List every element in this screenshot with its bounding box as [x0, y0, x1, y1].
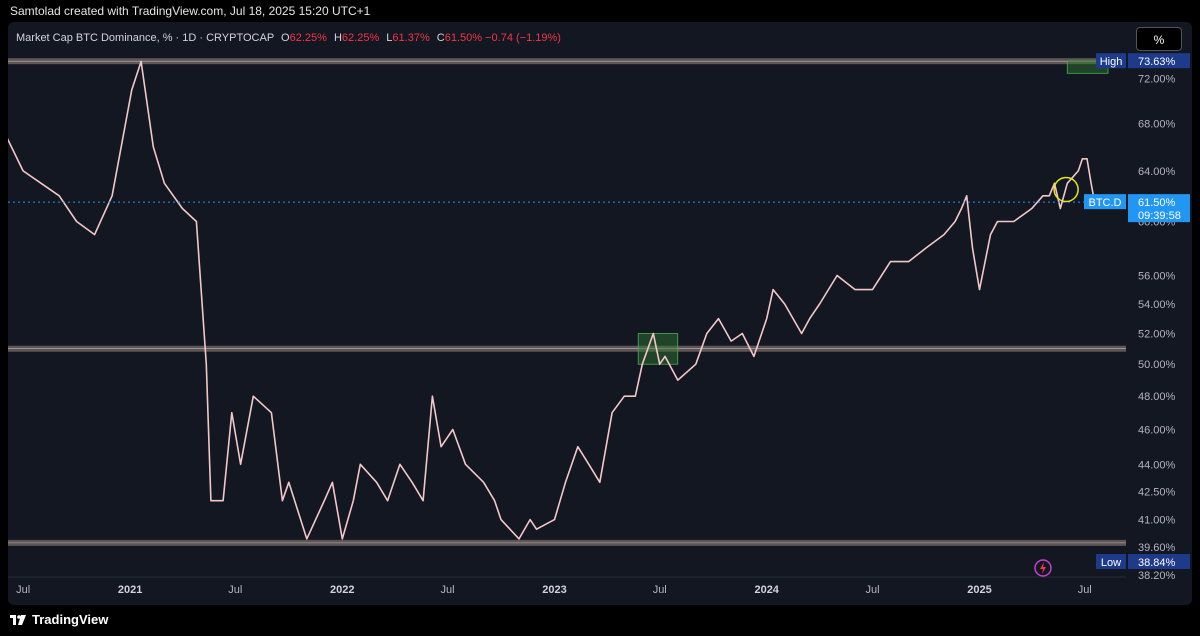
symbol-legend: Market Cap BTC Dominance, % · 1D · CRYPT… — [16, 32, 561, 44]
y-tick-label-2: 64.00% — [1138, 166, 1176, 178]
y-tick-label-12: 41.00% — [1138, 515, 1176, 527]
x-tick-label-7: 2024 — [754, 584, 779, 596]
lightning-icon — [1034, 559, 1052, 577]
y-tick-label-9: 46.00% — [1138, 425, 1176, 437]
last-price-value: 61.50% — [1138, 197, 1176, 209]
symbol-tag: BTC.D — [1089, 197, 1122, 209]
y-tick-label-1: 68.00% — [1138, 118, 1176, 130]
highlight-circle — [1053, 176, 1079, 203]
high-label: H — [333, 32, 342, 44]
y-tick-label-5: 54.00% — [1138, 299, 1176, 311]
countdown-timer: 09:39:58 — [1138, 210, 1181, 222]
credit-bar: Samtolad created with TradingView.com, J… — [0, 0, 1200, 22]
high-value: 73.63% — [1138, 56, 1176, 68]
low-tag: Low — [1101, 557, 1121, 569]
high-value-bg — [1128, 53, 1190, 69]
x-tick-label-3: 2022 — [330, 584, 354, 596]
price-axis-panel — [1126, 22, 1192, 605]
footer-bar: TradingView — [0, 605, 1200, 635]
y-tick-label-0: 72.00% — [1138, 74, 1176, 86]
y-tick-label-13: 39.60% — [1138, 542, 1176, 554]
y-tick-label-14: 38.20% — [1138, 570, 1176, 582]
x-tick-label-9: 2025 — [967, 584, 991, 596]
symbol-tag-bg — [1084, 194, 1126, 210]
y-tick-label-7: 50.00% — [1138, 359, 1176, 371]
change-value: −0.74 (−1.19%) — [485, 32, 561, 44]
lightning-bolt-icon — [1040, 562, 1046, 574]
brand-name: TradingView — [32, 612, 109, 627]
close-value: 61.50% — [444, 32, 483, 44]
y-tick-label-4: 56.00% — [1138, 270, 1176, 282]
percent-scale-button[interactable]: % — [1136, 27, 1182, 51]
chart-canvas[interactable]: 72.00%68.00%64.00%60.00%56.00%54.00%52.0… — [8, 22, 1192, 605]
x-tick-label-6: Jul — [653, 584, 667, 596]
x-tick-label-5: 2023 — [542, 584, 566, 596]
high-value: 62.25% — [341, 32, 380, 44]
open-value: 62.25% — [289, 32, 327, 44]
x-tick-label-4: Jul — [440, 584, 454, 596]
high-tag-bg — [1096, 53, 1126, 69]
low-value-bg — [1128, 553, 1190, 569]
y-tick-label-8: 48.00% — [1138, 391, 1176, 403]
open-label: O — [281, 32, 290, 44]
tradingview-logo-icon[interactable] — [10, 606, 26, 636]
x-tick-label-0: Jul — [16, 584, 30, 596]
y-tick-label-6: 52.00% — [1138, 329, 1176, 341]
x-tick-label-2: Jul — [228, 584, 242, 596]
last-price-tag-bg — [1128, 194, 1190, 223]
low-label: L — [386, 32, 393, 44]
low-value: 38.84% — [1138, 557, 1176, 569]
high-tag: High — [1100, 56, 1123, 68]
chart-panel[interactable]: 72.00% 68.00% 64.00% 60.00% 56.00% 54.00% 52.0… — [8, 22, 1192, 605]
y-tick-label-11: 42.50% — [1138, 486, 1176, 498]
price-series-line — [8, 60, 1096, 540]
x-tick-label-10: Jul — [1078, 584, 1092, 596]
close-label: C — [436, 32, 445, 44]
x-tick-label-1: 2021 — [118, 584, 142, 596]
low-tag-bg — [1096, 553, 1126, 569]
x-tick-label-8: Jul — [865, 584, 879, 596]
y-tick-label-10: 44.00% — [1138, 459, 1176, 471]
credit-text: Samtolad created with TradingView.com, J… — [10, 4, 371, 18]
low-value: 61.37% — [392, 32, 430, 44]
symbol-name[interactable]: Market Cap BTC Dominance, % · 1D · CRYPT… — [16, 32, 274, 44]
